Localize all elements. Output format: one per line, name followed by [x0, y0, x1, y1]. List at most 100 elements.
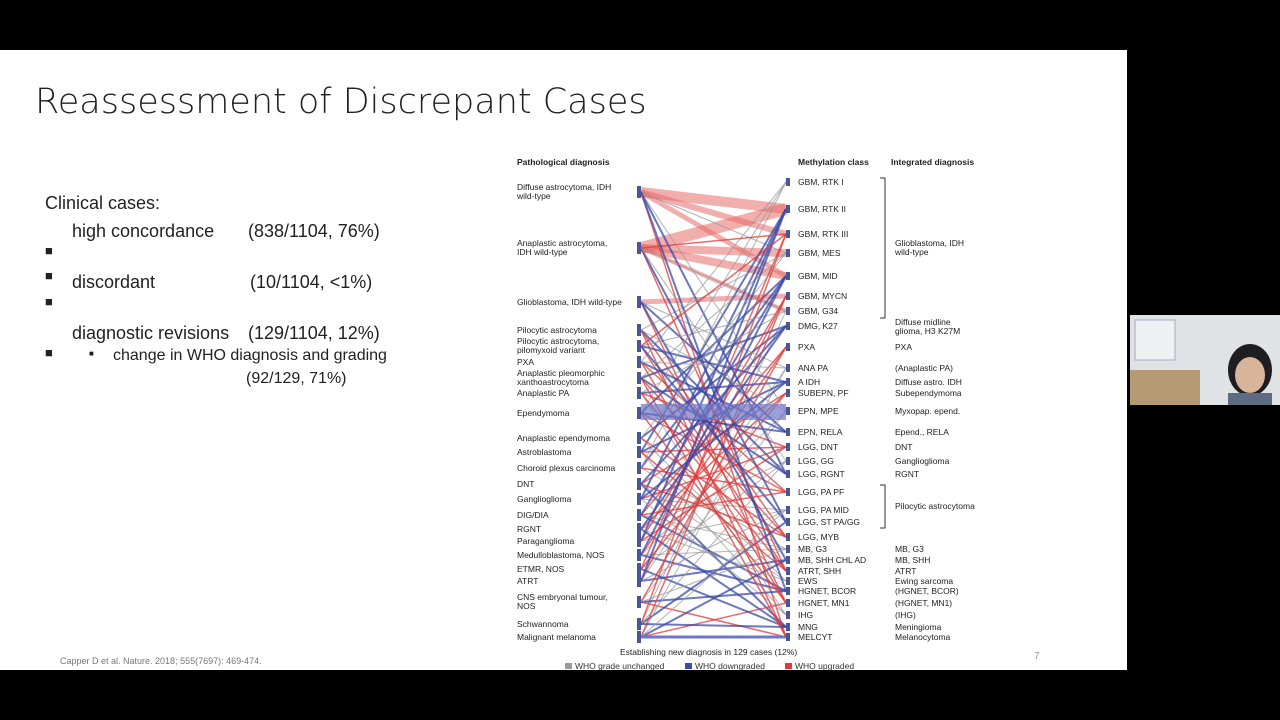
- node-bar: [637, 242, 641, 254]
- flow-line: [640, 191, 787, 592]
- methylation-label: LGG, RGNT: [798, 468, 845, 479]
- column-header: Methylation class: [798, 157, 869, 167]
- integrated-label: Ewing sarcoma: [895, 575, 954, 586]
- pathological-label: Medulloblastoma, NOS: [517, 549, 605, 560]
- flow-line: [640, 548, 787, 603]
- column-header: Pathological diagnosis: [517, 157, 610, 167]
- flow-line: [640, 392, 787, 570]
- pathological-label: Pilocytic astrocytoma, pilomyxoid varian…: [517, 336, 600, 355]
- integrated-label: PXA: [895, 341, 913, 352]
- flow-line: [640, 208, 787, 582]
- flow-line: [640, 181, 787, 363]
- node-bar: [786, 178, 790, 186]
- pathological-label: Ependymoma: [517, 407, 570, 418]
- methylation-label: ATRT, SHH: [798, 565, 842, 576]
- integrated-label: DNT: [895, 441, 913, 452]
- node-bar: [786, 587, 790, 595]
- pathological-label: ETMR, NOS: [517, 563, 565, 574]
- bullet-marker: ■: [45, 294, 53, 309]
- methylation-label: DMG, K27: [798, 320, 838, 331]
- webcam-thumbnail: [1130, 315, 1280, 405]
- legend-swatch: [685, 663, 692, 669]
- flow-line: [640, 208, 787, 542]
- flow-line: [640, 329, 787, 638]
- flow-line: [640, 528, 787, 628]
- integrated-label: Melanocytoma: [895, 631, 951, 642]
- methylation-label: LGG, ST PA/GG: [798, 516, 861, 527]
- flow-line: [640, 483, 787, 538]
- flow-line: [640, 451, 787, 572]
- node-bar: [637, 631, 641, 643]
- flow-line: [640, 346, 787, 603]
- node-bar: [786, 378, 790, 386]
- legend-swatch: [565, 663, 572, 669]
- node-bar: [637, 340, 641, 352]
- shirt: [1228, 393, 1272, 405]
- figure-caption: Establishing new diagnosis in 129 cases …: [620, 647, 798, 657]
- node-bar: [786, 292, 790, 300]
- node-bar: [637, 563, 641, 575]
- integrated-label: Diffuse midline glioma, H3 K27M: [895, 317, 961, 336]
- desk: [1130, 370, 1200, 405]
- pathological-label: DIG/DIA: [517, 509, 549, 520]
- node-bar: [786, 470, 790, 478]
- flow-line: [640, 301, 787, 604]
- node-bar: [786, 389, 790, 397]
- flow-line: [640, 381, 787, 394]
- flow-line: [640, 446, 787, 542]
- integrated-label: RGNT: [895, 468, 920, 479]
- node-bar: [786, 611, 790, 619]
- pathological-label: Malignant melanoma: [517, 631, 596, 642]
- node-bar: [786, 633, 790, 641]
- flow-line: [640, 252, 787, 379]
- methylation-label: HGNET, BCOR: [798, 585, 857, 596]
- pathological-label: Diffuse astrocytoma, IDH wild-type: [517, 182, 612, 201]
- node-bar: [786, 343, 790, 351]
- integrated-label: Myxopap. epend.: [895, 405, 961, 416]
- legend-label: WHO upgraded: [795, 661, 854, 670]
- node-bar: [637, 462, 641, 474]
- methylation-label: GBM, MES: [798, 247, 841, 258]
- node-bar: [637, 432, 641, 444]
- methylation-label: LGG, DNT: [798, 441, 839, 452]
- window: [1134, 319, 1176, 361]
- node-bar: [637, 509, 641, 521]
- flow-line: [640, 509, 787, 638]
- flow-line: [640, 460, 787, 625]
- integrated-label: (IHG): [895, 609, 916, 620]
- methylation-label: HGNET, MN1: [798, 597, 850, 608]
- methylation-label: LGG, GG: [798, 455, 834, 466]
- flow-line: [640, 191, 787, 475]
- node-bar: [637, 549, 641, 561]
- page-number: 7: [1034, 651, 1040, 662]
- flow-line: [640, 345, 787, 523]
- bullet-stat: (10/1104, <1%): [250, 272, 373, 292]
- node-bar: [637, 618, 641, 630]
- methylation-label: GBM, G34: [798, 305, 839, 316]
- node-bar: [786, 533, 790, 541]
- flow-line: [640, 437, 787, 538]
- bullet-marker: ■: [45, 268, 53, 283]
- node-bar: [786, 205, 790, 213]
- pathological-label: Anaplastic ependymoma: [517, 432, 611, 443]
- flow-line: [640, 301, 787, 561]
- pathological-label: CNS embryonal tumour, NOS: [517, 592, 608, 611]
- flow-line: [640, 377, 787, 638]
- sub-bullet-marker: ■: [89, 349, 94, 358]
- integrated-label: MB, SHH: [895, 554, 931, 565]
- sub-bullet-stat: (92/129, 71%): [246, 370, 347, 387]
- methylation-label: GBM, MID: [798, 270, 838, 281]
- methylation-label: MELCYT: [798, 631, 833, 642]
- flow-line: [640, 329, 787, 475]
- node-bar: [786, 488, 790, 496]
- flow-line: [640, 623, 787, 628]
- bullet-text: diagnostic revisions: [72, 323, 230, 343]
- methylation-label: SUBEPN, PF: [798, 387, 849, 398]
- node-bar: [786, 556, 790, 564]
- column-header: Integrated diagnosis: [891, 157, 975, 167]
- integrated-label: Glioblastoma, IDH wild-type: [895, 238, 964, 257]
- citation: Capper D et al. Nature. 2018; 555(7697):…: [60, 656, 262, 666]
- pathological-label: Choroid plexus carcinoma: [517, 462, 616, 473]
- node-bar: [786, 428, 790, 436]
- methylation-label: EPN, RELA: [798, 426, 843, 437]
